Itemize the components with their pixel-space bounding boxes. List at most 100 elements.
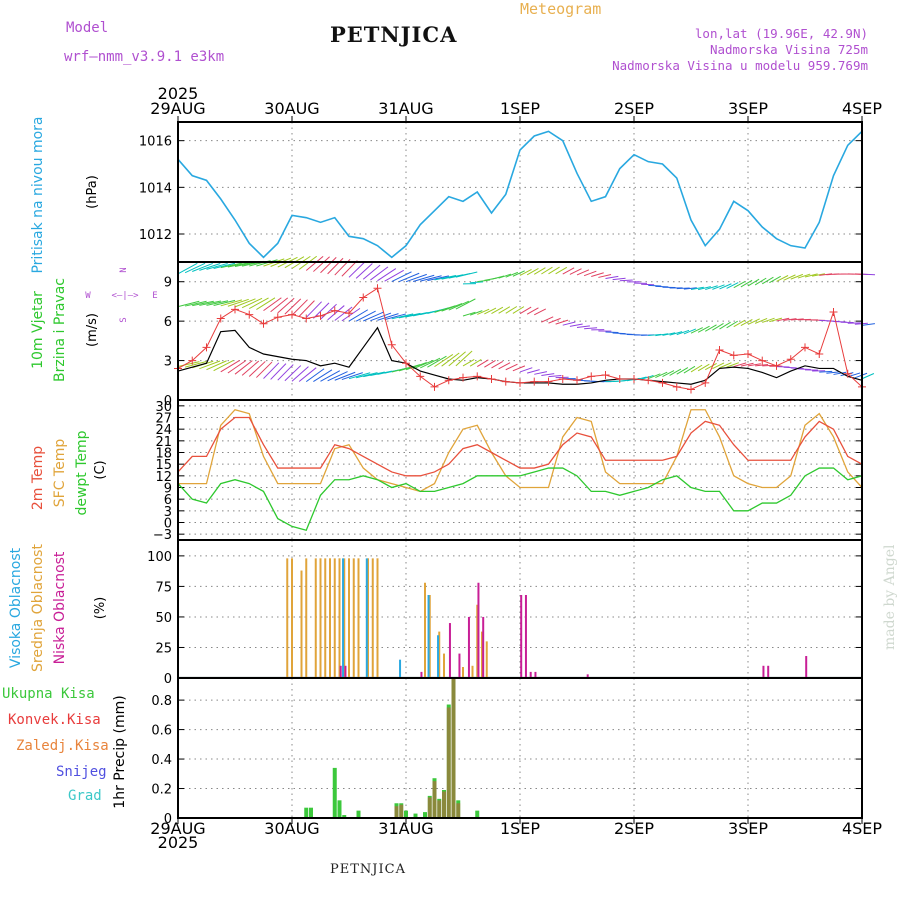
footer-title: PETNJICA	[330, 862, 406, 877]
wind-barb	[420, 357, 441, 369]
wind-barb	[655, 285, 669, 288]
total-precip-bar	[304, 807, 309, 818]
wind-barb	[213, 360, 234, 372]
wind-barb	[284, 365, 302, 382]
compass-n: N	[119, 267, 129, 272]
temp-unit: (C)	[93, 460, 108, 479]
conv-precip-bar	[437, 800, 442, 818]
temperature-tick-label: 3	[164, 505, 172, 520]
wind-barb	[213, 299, 236, 306]
total-precip-bar	[423, 812, 427, 818]
wind-barb	[384, 269, 404, 282]
gust-marker	[644, 376, 653, 385]
precip-tick-label: 0.2	[151, 783, 172, 798]
wind-barb	[705, 363, 717, 371]
top-date-label: 2SEP	[614, 99, 654, 118]
wind-barb	[484, 307, 497, 315]
gust-marker	[188, 356, 197, 365]
bottom-date-label: 3SEP	[728, 819, 768, 838]
wind-barb	[584, 327, 598, 330]
top-date-label: 29AUG	[150, 99, 205, 118]
gust-marker	[330, 306, 339, 315]
gust-marker	[459, 373, 467, 382]
gust-marker	[672, 382, 681, 391]
wind-barb	[484, 360, 496, 368]
precip-ylabel: 1hr Precip (mm)	[112, 695, 128, 808]
wind-barb	[455, 298, 476, 310]
gust-marker	[744, 350, 752, 358]
wind-barb	[669, 368, 682, 376]
gust-marker	[815, 350, 824, 358]
pressure-tick-label: 1016	[139, 135, 172, 150]
wind-barb	[491, 361, 504, 369]
gust-marker	[573, 376, 581, 385]
wind-barb	[655, 371, 668, 379]
wind-barb	[448, 351, 466, 367]
wind-barb	[519, 306, 532, 315]
wind-barb	[762, 317, 775, 323]
wind-barb	[555, 266, 568, 275]
wind-barb	[719, 321, 731, 330]
wind-barb	[690, 286, 704, 290]
panel-frame	[177, 677, 863, 819]
wind-barb	[534, 308, 547, 316]
legend-conv-precip: Konvek.Kisa	[8, 712, 101, 728]
bottom-date-label: 31AUG	[378, 819, 433, 838]
legend-ice-precip: Zaledj.Kisa	[16, 738, 109, 754]
conv-precip-bar	[427, 797, 432, 818]
wind-barb	[305, 368, 325, 383]
wind-barb	[249, 297, 269, 309]
wind-barb	[683, 365, 696, 374]
cloud-unit: (%)	[93, 597, 108, 620]
cloud-tick-label: 0	[164, 672, 172, 687]
wind-barb	[548, 266, 560, 275]
wind-barb	[391, 313, 414, 320]
wind-barb	[241, 360, 260, 376]
total-precip-bar	[404, 810, 408, 818]
wind-barb	[341, 260, 358, 277]
total-precip-bar	[356, 810, 361, 818]
wind-barb	[826, 371, 840, 374]
wind-barb	[398, 272, 420, 283]
wind-barb	[754, 277, 767, 286]
compass-s: S	[119, 317, 129, 322]
gust-marker	[416, 372, 425, 381]
wind-barb	[854, 372, 868, 379]
wind-barb	[184, 360, 207, 368]
wind-barb	[498, 306, 511, 314]
wind-barb	[291, 299, 308, 316]
gust-marker	[715, 346, 724, 355]
wind-barb	[783, 318, 797, 321]
gust-marker	[473, 372, 482, 381]
wind-barb	[833, 371, 847, 375]
wind-barb	[469, 359, 482, 367]
compass-e: E	[152, 291, 157, 301]
wind-barb	[776, 275, 789, 282]
wind-barb	[206, 262, 228, 270]
wind-barb	[733, 362, 747, 368]
wind-barb	[434, 274, 457, 281]
wind-barb	[462, 358, 475, 367]
gust-marker	[245, 310, 254, 319]
legend-graupel: Grad	[68, 788, 102, 804]
temp-2m-line	[177, 416, 863, 477]
total-precip-bar	[437, 798, 442, 818]
compass-w: W	[85, 291, 91, 301]
wind-tick-label: 3	[164, 355, 172, 370]
lonlat-label: lon,lat (19.96E, 42.9N)	[694, 26, 868, 41]
wind-barb	[562, 321, 576, 326]
total-precip-bar	[446, 704, 451, 818]
wind-barb	[555, 319, 569, 325]
wind-barb	[177, 262, 198, 275]
wind-barb	[298, 367, 317, 382]
wind-barb	[690, 327, 703, 334]
precip-tick-label: 0	[164, 812, 172, 827]
wind-barb	[569, 268, 582, 275]
wind-barb	[405, 362, 427, 371]
wind-barb	[569, 323, 583, 327]
wind-barb	[548, 374, 562, 378]
wind-barb	[412, 274, 435, 282]
wind-barb	[192, 300, 214, 307]
cloud-tick-label: 50	[155, 611, 172, 626]
